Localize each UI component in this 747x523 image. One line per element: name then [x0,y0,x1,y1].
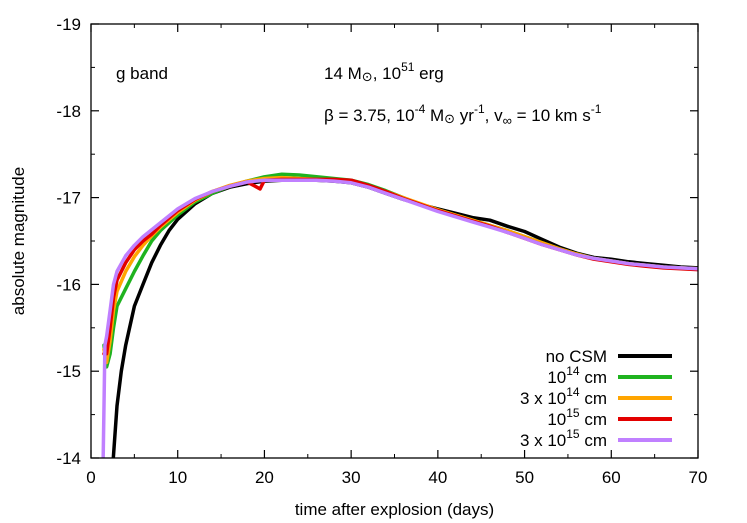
legend-label-exponent: 14 [566,364,580,378]
legend-label-unit: cm [580,368,607,387]
sun-symbol: ⊙ [362,69,373,84]
x-tick-label: 0 [86,468,95,487]
legend-label-exponent: 15 [566,427,580,441]
legend-label-exponent: 15 [566,406,580,420]
legend-label-base: 3 x 10 [520,389,566,408]
legend-label: 1015 cm [547,406,607,429]
energy-base: , 10 [373,64,401,83]
legend-label: 3 x 1015 cm [520,427,607,450]
vinf-text: , v [485,106,503,125]
y-tick-label: -14 [56,449,81,468]
series-layer [101,172,698,458]
y-tick-label: -17 [56,189,81,208]
sun-symbol-2: ⊙ [444,111,455,126]
legend-label-unit: cm [580,431,607,450]
y-tick-label: -18 [56,102,81,121]
rate-exponent: -4 [415,102,426,116]
legend-label-exponent: 14 [566,385,580,399]
legend-label-base: 3 x 10 [520,431,566,450]
legend-label-unit: cm [580,389,607,408]
x-tick-label: 20 [255,468,274,487]
legend-label: no CSM [546,347,607,366]
x-tick-label: 10 [168,468,187,487]
y-axis-ticks: -14 -15 -16 -17 -18 -19 [56,15,698,468]
rate-unit-mass: M [425,106,444,125]
x-tick-label: 30 [342,468,361,487]
x-tick-label: 50 [515,468,534,487]
beta-text: β = 3.75, 10 [324,106,415,125]
series-line-4 [101,178,698,458]
y-axis-label: absolute magnitude [9,167,28,315]
legend-label-base: 10 [547,368,566,387]
vinf-subscript: ∞ [503,113,512,128]
x-axis-label: time after explosion (days) [295,500,494,519]
series-line-0 [111,178,698,458]
x-tick-label: 60 [602,468,621,487]
y-tick-label: -15 [56,362,81,381]
x-tick-label: 40 [428,468,447,487]
legend-label-base: 10 [547,410,566,429]
vinf-value: = 10 km s [512,106,591,125]
legend-label-base: no CSM [546,347,607,366]
rate-unit-exponent: -1 [474,102,485,116]
vinf-exponent: -1 [591,102,602,116]
y-tick-label: -16 [56,275,81,294]
legend-label-unit: cm [580,410,607,429]
y-tick-label: -19 [56,15,81,34]
legend-label: 1014 cm [547,364,607,387]
x-tick-label: 70 [689,468,708,487]
model-annotation: 14 M⊙, 1051 erg [324,60,444,84]
energy-unit: erg [414,64,443,83]
x-axis-ticks: 0 10 20 30 40 50 60 70 [86,24,707,487]
band-annotation: g band [116,64,168,83]
energy-exponent: 51 [401,60,415,74]
mass-text: 14 M [324,64,362,83]
legend-label: 3 x 1014 cm [520,385,607,408]
csm-annotation: β = 3.75, 10-4 M⊙ yr-1, v∞ = 10 km s-1 [324,102,602,128]
rate-unit-year: yr [455,106,474,125]
